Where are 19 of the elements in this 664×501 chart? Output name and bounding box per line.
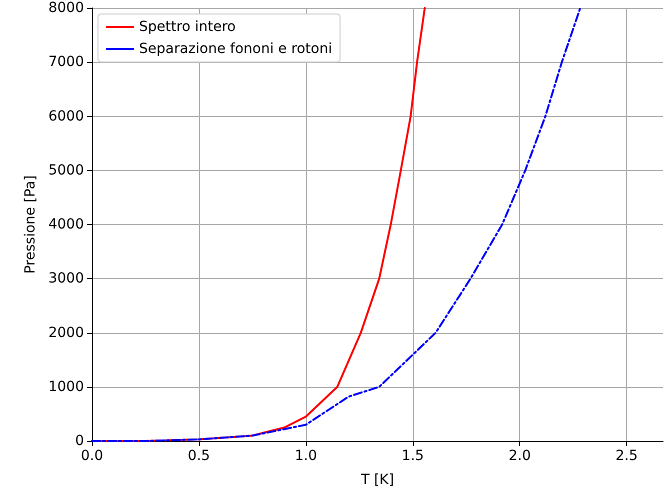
x-tick-label: 1.0 [294,448,317,464]
y-tick-label: 2000 [48,324,84,341]
x-axis-title: T [K] [360,472,394,488]
y-tick-label: 6000 [48,108,84,124]
x-tick-label: 0.0 [80,448,104,464]
x-tick-label: 2.5 [616,448,638,464]
y-tick-label: 5000 [48,162,84,178]
y-tick-label: 3000 [48,270,84,287]
y-tick-label: 7000 [48,54,84,70]
y-axis-title: Pressione [Pa] [22,175,38,274]
x-tick-label: 2.0 [508,448,531,464]
x-tick-label: 0.5 [188,448,210,464]
y-tick-label: 4000 [48,216,84,232]
y-tick-label: 8000 [48,0,84,16]
y-tick-label: 0 [75,433,84,449]
x-tick-label: 1.5 [402,448,424,464]
y-tick-label: 1000 [48,378,84,395]
legend-label: Spettro intero [139,19,236,35]
legend-label: Separazione fononi e rotoni [139,41,332,57]
